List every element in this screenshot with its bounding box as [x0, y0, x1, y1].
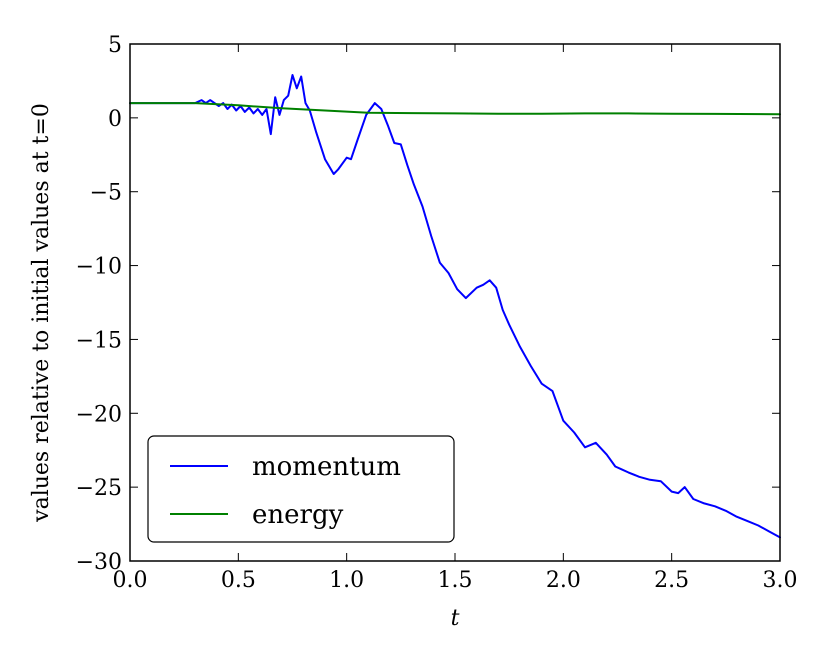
x-tick-label: 2.0 [546, 568, 581, 593]
y-tick-label: −30 [76, 550, 122, 575]
y-tick-label: −5 [90, 181, 122, 206]
series-line-energy [129, 102, 781, 116]
x-tick-label: 0.5 [221, 568, 256, 593]
x-tick-label: 3.0 [763, 568, 798, 593]
x-axis-label: t [451, 606, 460, 631]
y-tick-label: −25 [76, 476, 122, 501]
legend: momentum energy [147, 435, 455, 543]
legend-label-momentum: momentum [252, 452, 401, 482]
y-axis-label: values relative to initial values at t=0 [29, 103, 54, 523]
x-tick-label: 1.5 [438, 568, 473, 593]
x-tick-label: 2.5 [654, 568, 689, 593]
x-tick-label: 1.0 [329, 568, 364, 593]
y-tick-label: −20 [76, 402, 122, 427]
ticks-layer: 0.0 0.5 1.0 1.5 2.0 2.5 3.0 5 0 −5 −10 −15 −20 −25 −30 [76, 33, 798, 593]
legend-box [147, 435, 455, 543]
series-line-momentum [129, 74, 781, 539]
y-tick-label: −10 [76, 255, 122, 280]
series-layer [129, 74, 781, 539]
y-tick-label: −15 [76, 328, 122, 353]
y-tick-label: 0 [108, 107, 122, 132]
y-tick-label: 5 [108, 33, 122, 58]
legend-label-energy: energy [252, 500, 344, 530]
x-tick-label: 0.0 [113, 568, 148, 593]
